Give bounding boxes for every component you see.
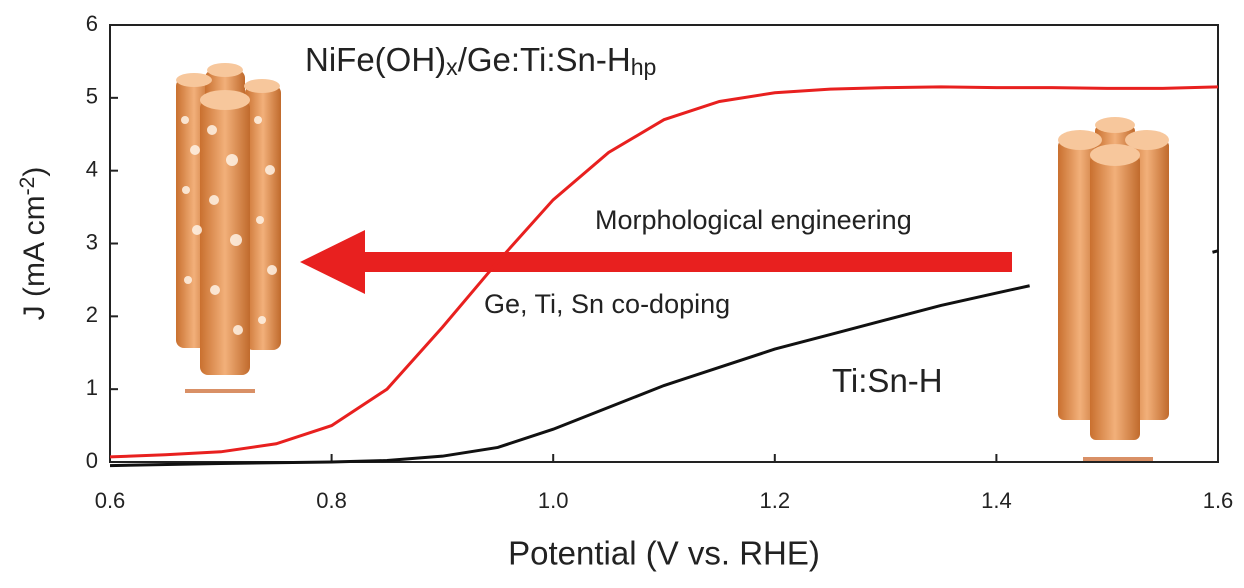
- y-tick-label: 6: [86, 11, 98, 36]
- text-part: ): [18, 167, 51, 177]
- porous-nanorods-illustration: [176, 63, 281, 393]
- text-part: Ti:Sn-H: [832, 362, 943, 399]
- x-tick-label: 1.6: [1203, 488, 1234, 513]
- y-tick-label: 0: [86, 448, 98, 473]
- x-axis-label: Potential (V vs. RHE): [508, 535, 820, 572]
- text-part: x: [446, 54, 458, 80]
- y-tick-label: 3: [86, 229, 98, 254]
- y-axis-label: J (mA cm-2): [16, 167, 51, 321]
- text-part: -2: [16, 177, 39, 196]
- x-tick-label: 1.4: [981, 488, 1012, 513]
- series-label: Ti:Sn-H: [832, 362, 943, 399]
- series-label: NiFe(OH)x/Ge:Ti:Sn-Hhp: [305, 41, 656, 80]
- x-tick-label: 0.8: [316, 488, 347, 513]
- text-part: /Ge:Ti:Sn-H: [458, 41, 631, 78]
- x-tick-label: 0.6: [95, 488, 126, 513]
- y-tick-label: 2: [86, 302, 98, 327]
- text-part: hp: [631, 54, 657, 80]
- annotation: Morphological engineering: [595, 205, 912, 235]
- x-tick-label: 1.0: [538, 488, 569, 513]
- chart: 0 1 2 3 4 5 6 0.6 0.8 1.0 1.2 1.4 1.6 Potential (V vs…: [0, 0, 1244, 583]
- solid-nanorods-illustration: [1058, 117, 1169, 461]
- text-part: NiFe(OH): [305, 41, 446, 78]
- arrow: [300, 230, 1012, 294]
- y-tick-label: 4: [86, 156, 98, 181]
- text-part: J (mA cm: [18, 195, 51, 320]
- y-tick-label: 5: [86, 84, 98, 109]
- y-tick-label: 1: [86, 375, 98, 400]
- x-tick-label: 1.2: [760, 488, 791, 513]
- annotation: Ge, Ti, Sn co-doping: [484, 289, 730, 319]
